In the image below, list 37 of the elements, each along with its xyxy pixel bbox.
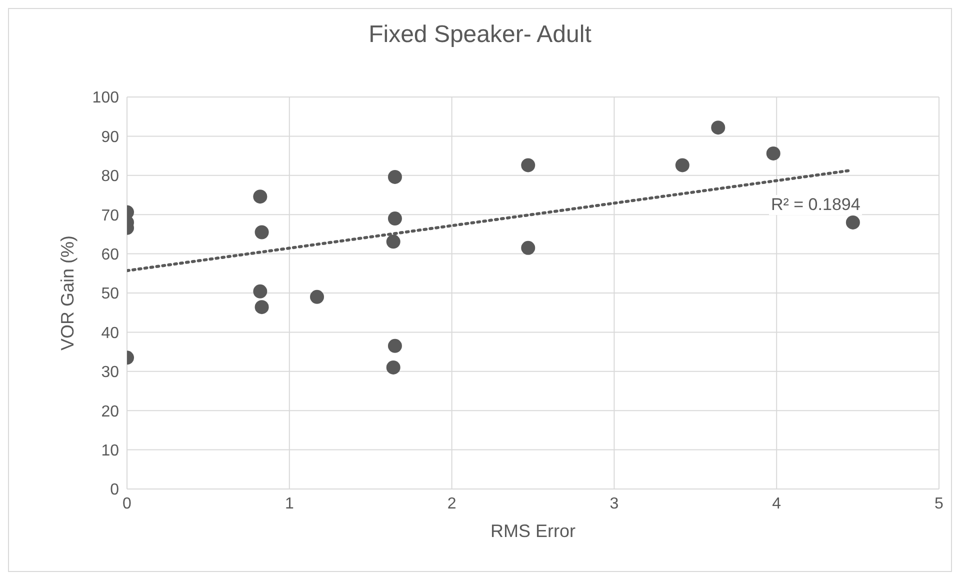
point xyxy=(766,146,780,160)
y-tick-label: 100 xyxy=(92,90,120,107)
point xyxy=(675,158,690,172)
point xyxy=(253,190,268,204)
annotation: R² = 0.1894 xyxy=(769,195,862,215)
point xyxy=(521,158,536,172)
y-tick-label: 90 xyxy=(101,128,120,146)
point xyxy=(388,212,402,226)
point xyxy=(253,284,268,298)
point xyxy=(254,225,269,240)
x-tick-label: 3 xyxy=(610,495,619,512)
y-tick-label: 70 xyxy=(101,207,120,224)
point xyxy=(846,215,860,230)
y-tick-label: 20 xyxy=(101,403,120,420)
x-tick-label: 5 xyxy=(934,495,944,512)
point xyxy=(386,360,400,374)
point xyxy=(521,240,536,255)
y-tick-label: 0 xyxy=(110,482,120,499)
y-tick-label: 30 xyxy=(101,364,120,382)
point xyxy=(711,120,726,135)
x-tick-label: 4 xyxy=(772,495,782,512)
x-tick-label: 0 xyxy=(122,495,132,512)
y-tick-label: 50 xyxy=(101,286,120,303)
y-tick-label: 60 xyxy=(101,246,120,264)
y-tick-label: 80 xyxy=(101,168,120,186)
x-tick-label: 2 xyxy=(447,495,456,512)
chart-title: Fixed Speaker- Adult xyxy=(368,21,592,49)
x-axis-title: RMS Error xyxy=(490,521,576,541)
point xyxy=(310,290,324,304)
x-tick-label: 1 xyxy=(284,495,294,512)
point xyxy=(388,338,402,353)
y-tick-label: 10 xyxy=(101,442,120,460)
y-tick-label: 40 xyxy=(101,324,120,342)
y-axis-title: VOR Gain (%) xyxy=(57,235,78,351)
point xyxy=(386,234,400,249)
point xyxy=(388,170,402,184)
point xyxy=(254,300,269,314)
